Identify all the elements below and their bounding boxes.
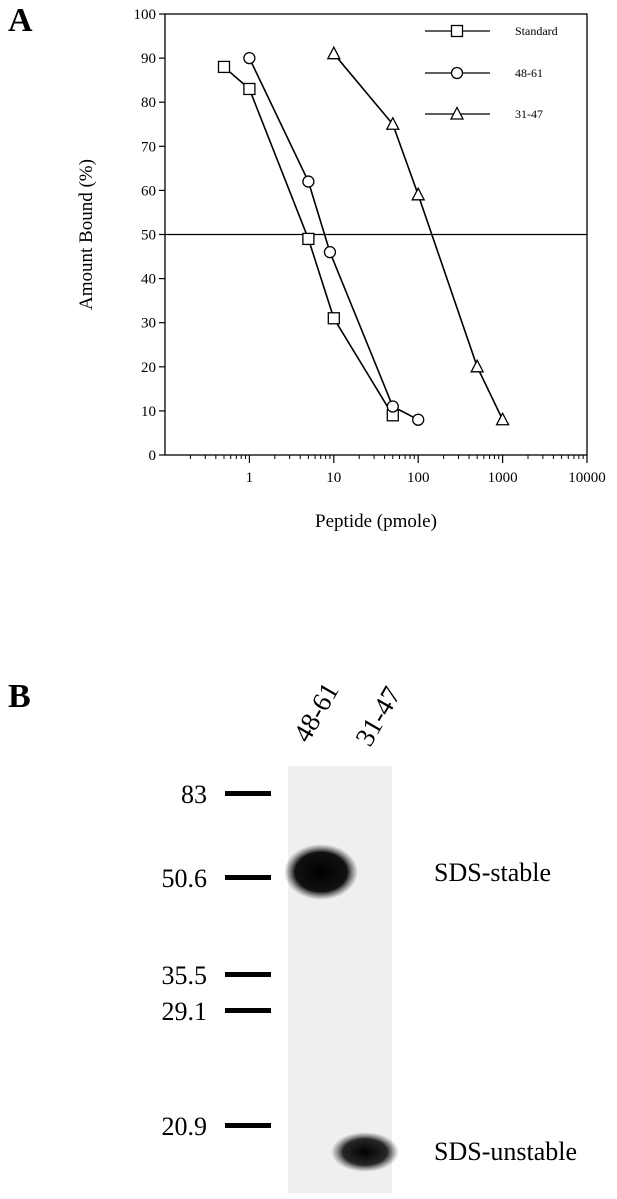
x-tick-label: 1000 — [488, 470, 518, 486]
x-tick-label: 10000 — [568, 470, 606, 486]
y-tick-label: 90 — [141, 51, 156, 67]
band-sds-stable — [284, 844, 358, 900]
band-label-sds-unstable: SDS-unstable — [434, 1137, 577, 1166]
chart-series — [217, 45, 510, 426]
legend-label: Standard — [515, 24, 558, 38]
y-tick-label: 50 — [141, 228, 156, 244]
x-tick-label: 10 — [326, 470, 341, 486]
data-point — [302, 175, 315, 188]
data-point — [412, 413, 425, 426]
gel-lane-strip — [288, 766, 392, 1193]
mw-markers: 83 50.6 35.5 29.1 20.9 — [162, 780, 271, 1141]
x-tick-label: 100 — [407, 470, 430, 486]
panel-b-label: B — [8, 678, 31, 715]
mw-marker-bar — [225, 972, 271, 977]
y-tick-label: 80 — [141, 95, 156, 111]
y-tick-label: 20 — [141, 360, 156, 376]
series-31-47 — [326, 45, 510, 426]
data-point — [411, 186, 426, 201]
legend-marker — [450, 24, 464, 38]
band-sds-unstable — [331, 1132, 399, 1172]
mw-marker-bar — [225, 791, 271, 796]
data-point — [327, 312, 340, 325]
lane-label-48-61: 48-61 — [287, 677, 344, 747]
band-label-sds-stable: SDS-stable — [434, 858, 551, 887]
data-point — [323, 245, 337, 259]
y-axis-title: Amount Bound (%) — [76, 159, 97, 310]
mw-marker-bar — [225, 1008, 271, 1013]
y-tick-label: 40 — [141, 272, 156, 288]
mw-marker-label: 50.6 — [162, 864, 208, 893]
legend-label: 31-47 — [515, 107, 543, 121]
gel-image: 48-61 31-47 83 50.6 35.5 29.1 20.9 SDS-stabl… — [162, 677, 577, 1193]
y-tick-label: 70 — [141, 139, 156, 155]
data-point — [243, 82, 256, 96]
mw-marker-label: 20.9 — [162, 1112, 208, 1141]
series-line — [248, 57, 419, 421]
legend-marker — [449, 106, 465, 120]
mw-marker-label: 83 — [181, 780, 207, 809]
data-point — [217, 60, 231, 74]
data-point — [386, 400, 399, 413]
data-point — [385, 116, 400, 130]
data-point — [302, 232, 315, 246]
y-tick-label: 10 — [141, 404, 156, 420]
data-point — [495, 411, 510, 426]
data-point — [243, 51, 256, 65]
y-tick-label: 30 — [141, 316, 156, 332]
mw-marker-label: 29.1 — [162, 997, 208, 1026]
legend-label: 48-61 — [515, 66, 543, 80]
data-point — [326, 45, 341, 60]
lane-label-31-47: 31-47 — [349, 681, 406, 751]
y-tick-label: 100 — [134, 7, 157, 23]
mw-marker-bar — [225, 1123, 271, 1128]
y-tick-label: 0 — [149, 448, 157, 464]
series-48-61 — [243, 51, 425, 426]
series-Standard — [217, 60, 399, 422]
x-tick-label: 1 — [246, 470, 254, 486]
panel-a-label: A — [8, 2, 33, 39]
y-tick-label: 60 — [141, 183, 156, 199]
x-axis-title: Peptide (pmole) — [315, 511, 437, 532]
legend-marker — [450, 66, 464, 80]
data-point — [470, 358, 485, 373]
chart-legend: Standard 48-61 31-47 — [425, 24, 558, 121]
mw-marker-bar — [225, 875, 271, 880]
mw-marker-label: 35.5 — [162, 961, 208, 990]
